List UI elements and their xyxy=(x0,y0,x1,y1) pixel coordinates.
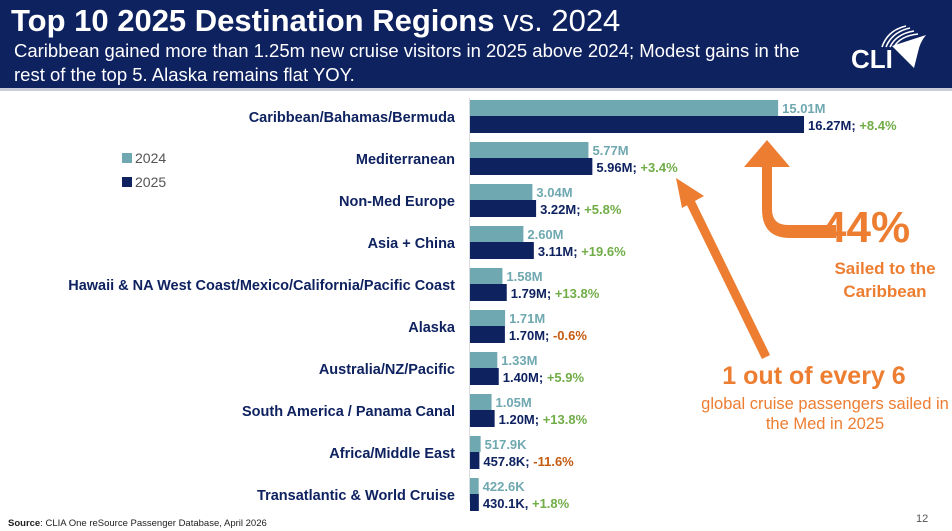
category-label: Alaska xyxy=(408,320,456,336)
source-note: Source: CLIA One reSource Passenger Data… xyxy=(8,518,267,529)
bar-2025 xyxy=(470,494,479,511)
category-label: Caribbean/Bahamas/Bermuda xyxy=(249,110,456,126)
legend-label-2024: 2024 xyxy=(135,150,167,166)
bar-chart: Caribbean/Bahamas/Bermuda 15.01M 16.27M; +… xyxy=(68,98,897,511)
category-label: Asia + China xyxy=(368,236,456,252)
header-banner: Top 10 2025 Destination Regions vs. 2024… xyxy=(0,0,952,91)
bar-label-2025: 1.79M; +13.8% xyxy=(511,286,600,301)
bar-2025 xyxy=(470,368,499,385)
clia-logo-icon: CLI xyxy=(851,25,926,72)
bar-label-2024: 422.6K xyxy=(483,479,526,494)
bar-label-2024: 1.71M xyxy=(509,311,545,326)
bar-2024 xyxy=(470,226,524,242)
yoy-change: +19.6% xyxy=(581,244,626,259)
yoy-change: +8.4% xyxy=(859,118,897,133)
bar-2025 xyxy=(470,284,507,301)
bar-label-2024: 2.60M xyxy=(527,227,563,242)
logo-text: CLI xyxy=(851,44,893,72)
bar-2025 xyxy=(470,452,480,469)
value-2025: 1.70M; xyxy=(509,328,553,343)
bar-label-2025: 430.1K, +1.8% xyxy=(483,496,570,511)
page-title: Top 10 2025 Destination Regions vs. 2024 xyxy=(11,2,620,40)
yoy-change: +5.8% xyxy=(584,202,622,217)
bar-2025 xyxy=(470,200,537,217)
yoy-change: +3.4% xyxy=(640,160,678,175)
caribbean-share-value: 44% xyxy=(822,203,911,252)
yoy-change: +5.9% xyxy=(547,370,585,385)
page-number: 12 xyxy=(916,513,929,525)
bar-label-2025: 3.11M; +19.6% xyxy=(538,244,626,259)
yoy-change: +13.8% xyxy=(543,412,588,427)
bar-2025 xyxy=(470,242,534,259)
value-2025: 5.96M; xyxy=(596,160,640,175)
category-label: Hawaii & NA West Coast/Mexico/California… xyxy=(68,278,455,294)
yoy-change: -11.6% xyxy=(533,454,574,469)
bar-label-2024: 3.04M xyxy=(536,185,572,200)
bar-label-2025: 1.40M; +5.9% xyxy=(503,370,585,385)
title-bold: Top 10 2025 Destination Regions xyxy=(11,3,495,38)
legend-item-2024: 2024 xyxy=(122,146,166,170)
category-label: Transatlantic & World Cruise xyxy=(257,488,455,504)
diagonal-arrow-icon xyxy=(676,178,771,359)
bar-2024 xyxy=(470,478,479,494)
bar-label-2024: 1.58M xyxy=(506,269,542,284)
bar-2024 xyxy=(470,436,481,452)
value-2025: 3.11M; xyxy=(538,244,581,259)
value-2025: 3.22M; xyxy=(540,202,584,217)
bar-label-2024: 1.05M xyxy=(496,395,532,410)
value-2025: 457.8K; xyxy=(483,454,533,469)
title-light: vs. 2024 xyxy=(503,3,621,38)
value-2025: 1.40M; xyxy=(503,370,547,385)
yoy-change: +13.8% xyxy=(555,286,600,301)
bar-label-2024: 1.33M xyxy=(501,353,537,368)
legend-swatch-2024 xyxy=(122,153,132,163)
bar-label-2025: 16.27M; +8.4% xyxy=(808,118,897,133)
bar-2024 xyxy=(470,352,498,368)
curved-up-arrow-icon xyxy=(744,140,836,238)
bar-label-2024: 5.77M xyxy=(592,143,628,158)
legend-label-2025: 2025 xyxy=(135,174,167,190)
bar-label-2024: 517.9K xyxy=(485,437,528,452)
bar-2025 xyxy=(470,410,495,427)
category-label: Africa/Middle East xyxy=(329,446,455,462)
caribbean-share-text: Sailed to the Caribbean xyxy=(834,259,936,301)
bar-label-2025: 1.20M; +13.8% xyxy=(499,412,588,427)
yoy-change: -0.6% xyxy=(553,328,587,343)
category-label: Non-Med Europe xyxy=(339,194,455,210)
bar-label-2025: 457.8K; -11.6% xyxy=(483,454,574,469)
bar-2024 xyxy=(470,268,503,284)
category-label: Australia/NZ/Pacific xyxy=(319,362,455,378)
page-subtitle: Caribbean gained more than 1.25m new cru… xyxy=(14,40,800,85)
bar-label-2025: 5.96M; +3.4% xyxy=(596,160,678,175)
bar-2024 xyxy=(470,142,589,158)
category-label: Mediterranean xyxy=(356,152,455,168)
source-text: : CLIA One reSource Passenger Database, … xyxy=(40,518,267,529)
bar-2024 xyxy=(470,310,506,326)
med-share-value: 1 out of every 6 xyxy=(722,362,906,390)
bar-2024 xyxy=(470,394,492,410)
callout-arrows xyxy=(676,140,836,359)
value-2025: 1.79M; xyxy=(511,286,555,301)
value-2025: 1.20M; xyxy=(499,412,543,427)
category-label: South America / Panama Canal xyxy=(242,404,455,420)
bar-label-2025: 1.70M; -0.6% xyxy=(509,328,587,343)
bar-label-2025: 3.22M; +5.8% xyxy=(540,202,622,217)
bar-2025 xyxy=(470,116,804,133)
bar-2025 xyxy=(470,158,593,175)
legend-swatch-2025 xyxy=(122,177,132,187)
source-label: Source xyxy=(8,518,41,529)
value-2025: 16.27M; xyxy=(808,118,859,133)
yoy-change: +1.8% xyxy=(532,496,570,511)
med-share-text: global cruise passengers sailed in the M… xyxy=(701,395,949,433)
value-2025: 430.1K, xyxy=(483,496,532,511)
chart-legend: 2024 2025 xyxy=(122,146,166,194)
legend-item-2025: 2025 xyxy=(122,170,166,194)
bar-2025 xyxy=(470,326,505,343)
bar-2024 xyxy=(470,184,533,200)
bar-label-2024: 15.01M xyxy=(782,101,825,116)
bar-2024 xyxy=(470,100,779,116)
